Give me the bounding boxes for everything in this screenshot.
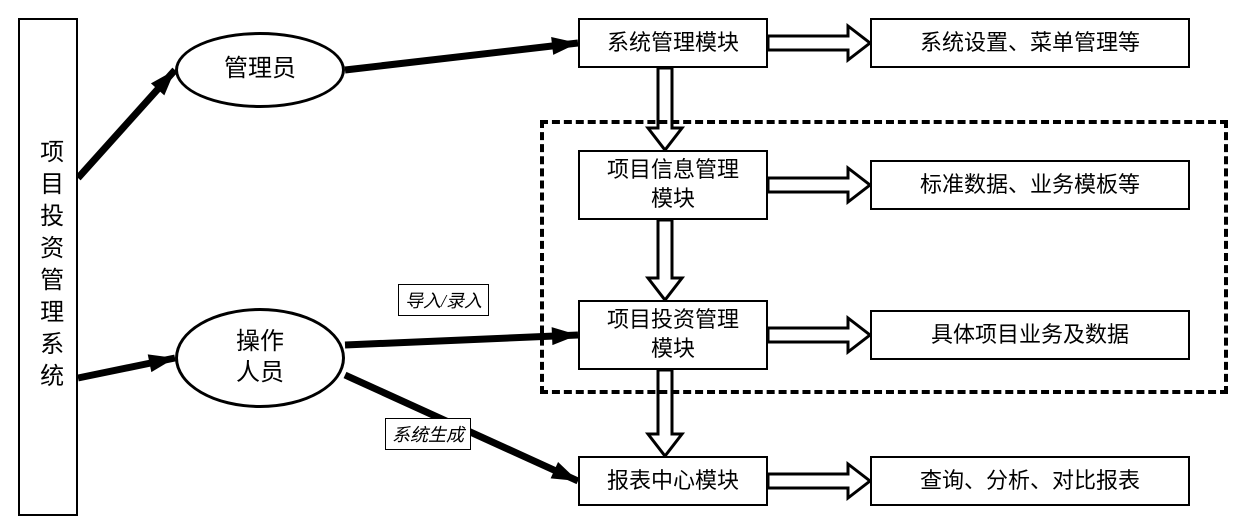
node-desc-system: 系统设置、菜单管理等 [870,18,1190,68]
node-label: 管理员 [224,54,296,85]
node-desc-report: 查询、分析、对比报表 [870,456,1190,506]
node-report-center-module: 报表中心模块 [578,456,768,506]
node-desc-invest: 具体项目业务及数据 [870,310,1190,360]
node-label: 项目投资管理系统 [32,139,63,395]
edge-label-import: 导入/录入 [398,284,489,316]
node-system-mgmt-module: 系统管理模块 [578,18,768,68]
node-label: 项目投资管理 模块 [607,306,739,363]
node-operator: 操作 人员 [175,308,345,408]
node-label: 操作 人员 [236,327,284,389]
node-system-root: 项目投资管理系统 [18,18,78,516]
label-text: 导入/录入 [405,291,482,311]
node-label: 项目信息管理 模块 [607,156,739,213]
node-desc-info: 标准数据、业务模板等 [870,160,1190,210]
node-project-invest-module: 项目投资管理 模块 [578,300,768,370]
node-label: 标准数据、业务模板等 [920,171,1140,200]
node-admin: 管理员 [175,32,345,108]
node-label: 系统设置、菜单管理等 [920,29,1140,58]
node-label: 报表中心模块 [607,467,739,496]
node-label: 查询、分析、对比报表 [920,467,1140,496]
node-project-info-module: 项目信息管理 模块 [578,150,768,220]
node-label: 具体项目业务及数据 [931,321,1129,350]
diagram-canvas: 项目投资管理系统 管理员 操作 人员 系统管理模块 项目信息管理 模块 项目投资… [0,0,1239,528]
node-label: 系统管理模块 [607,29,739,58]
edge-label-generate: 系统生成 [385,418,471,450]
label-text: 系统生成 [392,425,464,445]
